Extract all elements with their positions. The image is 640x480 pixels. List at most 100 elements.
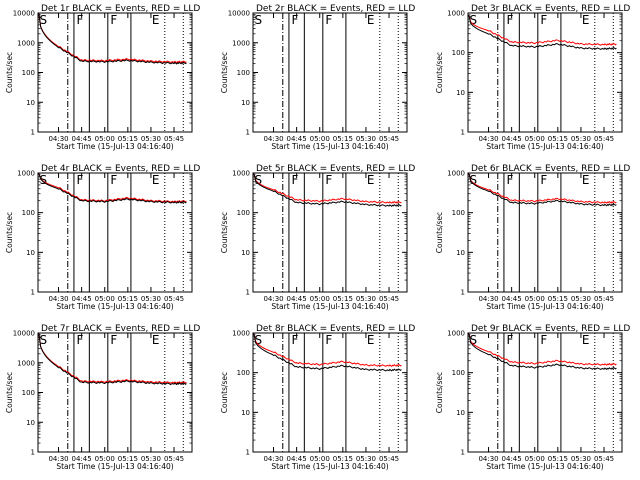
series-line-lld bbox=[38, 172, 187, 203]
panel-det-4: Det 4r BLACK = Events, RED = LLD 1 10 100 10… bbox=[5, 164, 200, 311]
x-tick-label: 04:45 bbox=[502, 135, 522, 143]
x-tick-label: 05:15 bbox=[548, 135, 568, 143]
x-axis-label: Start Time (15-Jul-13 04:16:40) bbox=[486, 302, 603, 311]
flag-letter: S bbox=[255, 13, 263, 27]
y-tick-label: 1 bbox=[31, 449, 35, 457]
plot-frame bbox=[252, 172, 408, 293]
y-axis-label: Counts/sec bbox=[220, 52, 229, 93]
x-tick-label: 04:45 bbox=[502, 455, 522, 463]
flag-letter: F bbox=[76, 333, 83, 347]
plot-frame bbox=[37, 332, 193, 453]
y-tick-label: 100 bbox=[237, 369, 250, 377]
flag-letter: F bbox=[325, 173, 332, 187]
plot-frame bbox=[467, 332, 623, 453]
flag-letter: E bbox=[152, 173, 160, 187]
y-tick-label: 10000 bbox=[228, 10, 250, 18]
y-tick-label: 10 bbox=[456, 409, 465, 417]
x-tick-label: 05:00 bbox=[95, 295, 115, 303]
x-tick-label: 04:30 bbox=[478, 135, 498, 143]
x-tick-label: 04:45 bbox=[72, 455, 92, 463]
flag-letter: F bbox=[540, 333, 547, 347]
x-tick-label: 05:45 bbox=[164, 455, 184, 463]
flag-letter: S bbox=[470, 173, 478, 187]
y-tick-label: 100 bbox=[22, 209, 35, 217]
flag-letter: E bbox=[152, 13, 160, 27]
y-axis-label: Counts/sec bbox=[5, 212, 14, 253]
x-tick-label: 05:00 bbox=[525, 295, 545, 303]
flag-letter: F bbox=[291, 173, 298, 187]
x-tick-label: 05:15 bbox=[333, 135, 353, 143]
x-tick-label: 05:15 bbox=[333, 295, 353, 303]
y-tick-label: 1000 bbox=[17, 170, 35, 178]
plot-frame bbox=[467, 172, 623, 293]
flag-letter: S bbox=[470, 13, 478, 27]
x-tick-label: 04:30 bbox=[263, 135, 283, 143]
x-tick-label: 05:45 bbox=[379, 295, 399, 303]
x-tick-label: 05:00 bbox=[310, 135, 330, 143]
flag-letter: F bbox=[325, 333, 332, 347]
series-line-lld bbox=[468, 332, 617, 366]
x-tick-label: 05:45 bbox=[594, 455, 614, 463]
x-tick-label: 05:15 bbox=[548, 295, 568, 303]
series-line-events bbox=[468, 14, 617, 51]
x-tick-label: 05:00 bbox=[525, 455, 545, 463]
flag-letter: S bbox=[470, 333, 478, 347]
plot-frame bbox=[37, 12, 193, 133]
x-axis-label: Start Time (15-Jul-13 04:16:40) bbox=[271, 302, 388, 311]
x-axis-label: Start Time (15-Jul-13 04:16:40) bbox=[56, 142, 173, 151]
y-tick-label: 1 bbox=[31, 289, 35, 297]
y-tick-label: 10 bbox=[456, 89, 465, 97]
x-tick-label: 04:30 bbox=[263, 295, 283, 303]
y-tick-label: 1 bbox=[461, 289, 465, 297]
y-axis-label: Counts/sec bbox=[220, 212, 229, 253]
y-tick-label: 10 bbox=[26, 249, 35, 257]
x-tick-label: 05:15 bbox=[118, 295, 138, 303]
y-tick-label: 1 bbox=[461, 129, 465, 137]
x-tick-label: 05:45 bbox=[164, 295, 184, 303]
y-tick-label: 10 bbox=[241, 99, 250, 107]
series-line-lld bbox=[253, 172, 402, 204]
panel-det-9: Det 9r BLACK = Events, RED = LLD 1 10 100 10… bbox=[435, 324, 630, 471]
y-tick-label: 100 bbox=[452, 369, 465, 377]
y-tick-label: 1000 bbox=[17, 39, 35, 47]
flag-letter: F bbox=[110, 333, 117, 347]
panel-det-7: Det 7r BLACK = Events, RED = LLD 1 10 100 10… bbox=[5, 324, 200, 471]
y-tick-label: 10 bbox=[456, 249, 465, 257]
plot-frame bbox=[37, 172, 193, 293]
flag-letter: F bbox=[291, 13, 298, 27]
flag-letter: E bbox=[367, 333, 375, 347]
x-tick-label: 04:45 bbox=[287, 455, 307, 463]
y-axis-label: Counts/sec bbox=[435, 372, 444, 413]
flag-letter: E bbox=[582, 333, 590, 347]
x-tick-label: 04:45 bbox=[502, 295, 522, 303]
flag-letter: F bbox=[540, 13, 547, 27]
y-tick-label: 1000 bbox=[17, 359, 35, 367]
y-tick-label: 10000 bbox=[13, 330, 35, 338]
panel-title: Det 1r BLACK = Events, RED = LLD bbox=[41, 4, 200, 14]
x-tick-label: 04:30 bbox=[48, 135, 68, 143]
x-tick-label: 05:45 bbox=[594, 135, 614, 143]
y-tick-label: 1000 bbox=[447, 170, 465, 178]
x-tick-label: 04:45 bbox=[287, 135, 307, 143]
x-tick-label: 05:30 bbox=[141, 295, 161, 303]
flag-letter: F bbox=[325, 13, 332, 27]
x-tick-label: 05:00 bbox=[95, 135, 115, 143]
x-axis-label: Start Time (15-Jul-13 04:16:40) bbox=[486, 462, 603, 471]
flag-letter: S bbox=[255, 333, 263, 347]
panel-title: Det 5r BLACK = Events, RED = LLD bbox=[256, 164, 415, 174]
y-axis-label: Counts/sec bbox=[435, 212, 444, 253]
x-tick-label: 05:00 bbox=[95, 455, 115, 463]
y-tick-label: 100 bbox=[452, 209, 465, 217]
y-tick-label: 100 bbox=[22, 389, 35, 397]
y-tick-label: 1000 bbox=[447, 330, 465, 338]
flag-letter: E bbox=[582, 173, 590, 187]
flag-letter: F bbox=[291, 333, 298, 347]
x-tick-label: 05:45 bbox=[379, 135, 399, 143]
x-tick-label: 05:15 bbox=[333, 455, 353, 463]
plot-frame bbox=[252, 12, 408, 133]
x-axis-label: Start Time (15-Jul-13 04:16:40) bbox=[486, 142, 603, 151]
x-axis-label: Start Time (15-Jul-13 04:16:40) bbox=[271, 462, 388, 471]
x-tick-label: 05:30 bbox=[571, 455, 591, 463]
x-axis-label: Start Time (15-Jul-13 04:16:40) bbox=[56, 462, 173, 471]
x-tick-label: 05:30 bbox=[571, 135, 591, 143]
